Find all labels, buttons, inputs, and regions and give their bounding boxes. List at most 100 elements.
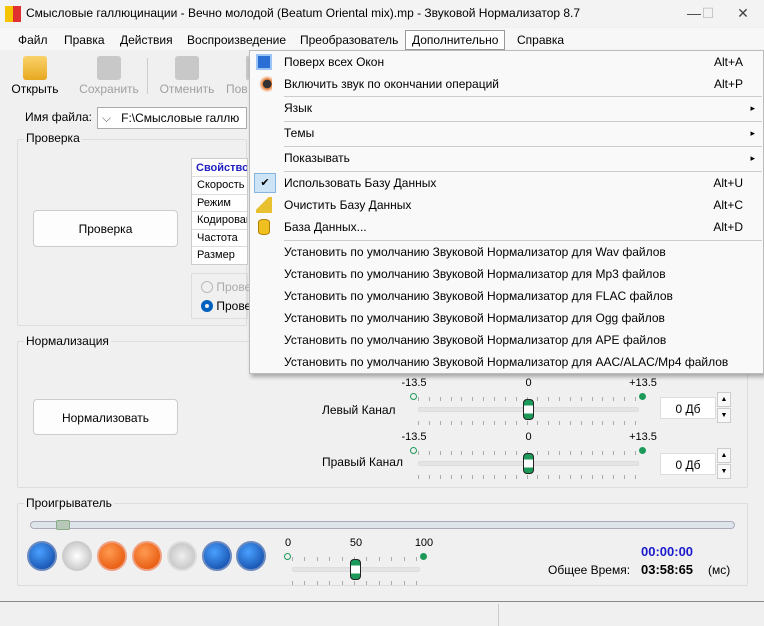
check-button[interactable]: Проверка	[33, 210, 178, 247]
radio-option-1[interactable]: Прове	[201, 280, 251, 294]
file-combobox[interactable]: ⌵ F:\Смысловые галлю	[97, 107, 247, 129]
tick	[559, 475, 561, 479]
title-bar: Смысловые галлюцинации - Вечно молодой (…	[0, 0, 764, 27]
previous-button[interactable]	[202, 541, 232, 571]
file-label: Имя файла:	[25, 110, 92, 124]
next-button[interactable]	[236, 541, 266, 571]
tick	[378, 557, 380, 561]
tick	[569, 397, 571, 401]
menu-item-shortcut: Alt+P	[713, 77, 743, 91]
tick	[602, 397, 604, 401]
shuffle-button[interactable]	[97, 541, 127, 571]
tick	[416, 557, 417, 561]
menu-item[interactable]: Установить по умолчанию Звуковой Нормали…	[250, 285, 763, 307]
slider-thumb[interactable]	[522, 453, 534, 474]
normalize-button[interactable]: Нормализовать	[33, 399, 178, 435]
menu-item[interactable]: Темы ▸	[250, 122, 763, 144]
menu-item-label: Установить по умолчанию Звуковой Нормали…	[284, 289, 673, 303]
spin-down-button[interactable]: ▼	[717, 464, 731, 479]
menu-item[interactable]: Показывать ▸	[250, 147, 763, 169]
tick	[635, 421, 636, 425]
menu-item-label: Установить по умолчанию Звуковой Нормали…	[284, 311, 665, 325]
tick	[504, 451, 506, 455]
tick	[292, 557, 293, 561]
menu-help[interactable]: Справка	[517, 33, 565, 47]
menu-item-label: Включить звук по окончании операций	[284, 77, 499, 91]
slider-thumb[interactable]	[350, 559, 361, 580]
check-group-label: Проверка	[24, 131, 82, 145]
left-channel-slider[interactable]: -13.5 0 +13.5	[401, 377, 657, 427]
spin-up-button[interactable]: ▲	[717, 448, 731, 463]
submenu-arrow-icon: ▸	[750, 103, 755, 113]
repeat-button[interactable]	[132, 541, 162, 571]
menu-item[interactable]: Включить звук по окончании операций Alt+P	[250, 73, 763, 95]
save-button[interactable]: Сохранить	[76, 56, 142, 96]
app-logo	[5, 6, 21, 22]
maximize-button[interactable]: ☐	[701, 5, 715, 21]
tick	[602, 475, 604, 479]
close-button[interactable]: ✕	[737, 5, 749, 21]
menu-item[interactable]: База Данных... Alt+D	[250, 216, 763, 238]
undo-button[interactable]: Отменить	[155, 56, 219, 96]
menu-item[interactable]: ✔ Использовать Базу Данных Alt+U	[250, 172, 763, 194]
tick	[504, 397, 506, 401]
open-button[interactable]: Открыть	[10, 56, 60, 96]
table-row: Кодирован	[192, 212, 247, 230]
slider-thumb[interactable]	[522, 399, 534, 420]
spin-down-button[interactable]: ▼	[717, 408, 731, 423]
menu-item[interactable]: Установить по умолчанию Звуковой Нормали…	[250, 263, 763, 285]
menu-item-label: Использовать Базу Данных	[284, 176, 437, 190]
player-group-label: Проигрыватель	[24, 496, 114, 510]
volume-slider[interactable]: 0 50 100	[284, 537, 433, 587]
mute-button[interactable]	[167, 541, 197, 571]
play-button[interactable]	[27, 541, 57, 571]
tick	[624, 421, 626, 425]
tick	[526, 421, 528, 425]
menu-actions[interactable]: Действия	[120, 33, 173, 47]
seek-bar[interactable]	[30, 520, 735, 530]
menu-item-label: База Данных...	[284, 220, 367, 234]
slider-scale-label: +13.5	[629, 377, 657, 389]
tick	[624, 451, 626, 455]
seek-thumb[interactable]	[56, 520, 70, 530]
menu-item[interactable]: Язык ▸	[250, 97, 763, 119]
tick	[559, 451, 561, 455]
tick	[602, 421, 604, 425]
stop-button[interactable]	[62, 541, 92, 571]
minimize-button[interactable]: —	[687, 5, 701, 21]
right-channel-slider[interactable]: -13.5 0 +13.5	[401, 431, 657, 481]
tick	[515, 421, 517, 425]
status-separator	[498, 604, 499, 626]
window-icon	[256, 54, 272, 70]
menu-extra[interactable]: Дополнительно	[405, 30, 506, 50]
menu-item[interactable]: Установить по умолчанию Звуковой Нормали…	[250, 351, 763, 373]
save-label: Сохранить	[79, 82, 139, 96]
slider-scale-label: 0	[525, 377, 532, 389]
time-unit: (мс)	[708, 563, 731, 577]
tick	[548, 451, 550, 455]
menu-file[interactable]: Файл	[18, 33, 48, 47]
menu-item[interactable]: Установить по умолчанию Звуковой Нормали…	[250, 241, 763, 263]
menu-item[interactable]: Установить по умолчанию Звуковой Нормали…	[250, 307, 763, 329]
tick	[580, 421, 582, 425]
tick	[493, 475, 495, 479]
menu-item[interactable]: Очистить Базу Данных Alt+C	[250, 194, 763, 216]
menu-item[interactable]: Поверх всех Окон Alt+A	[250, 51, 763, 73]
menu-item-label: Установить по умолчанию Звуковой Нормали…	[284, 333, 667, 347]
properties-table: Свойство Скорость Режим Кодирован Частот…	[191, 158, 248, 265]
tick	[559, 421, 561, 425]
menu-item[interactable]: Установить по умолчанию Звуковой Нормали…	[250, 329, 763, 351]
spin-up-button[interactable]: ▲	[717, 392, 731, 407]
redo-button[interactable]: Пов	[226, 56, 249, 96]
right-gain-input[interactable]: 0 Дб	[660, 453, 716, 475]
right-channel-label: Правый Канал	[322, 455, 403, 469]
menu-playback[interactable]: Воспроизведение	[187, 33, 287, 47]
tick	[439, 421, 441, 425]
radio-option-2[interactable]: Прове	[201, 299, 251, 313]
tick	[504, 421, 506, 425]
menu-edit[interactable]: Правка	[64, 33, 105, 47]
menu-separator	[284, 240, 762, 241]
tick	[591, 475, 593, 479]
menu-converter[interactable]: Преобразователь	[300, 33, 399, 47]
left-gain-input[interactable]: 0 Дб	[660, 397, 716, 419]
